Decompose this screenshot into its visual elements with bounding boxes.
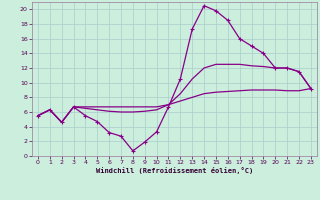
X-axis label: Windchill (Refroidissement éolien,°C): Windchill (Refroidissement éolien,°C) — [96, 167, 253, 174]
